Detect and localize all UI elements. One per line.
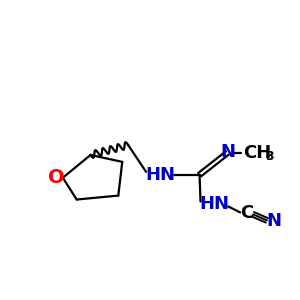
Text: CH: CH bbox=[243, 144, 271, 162]
Text: N: N bbox=[266, 212, 281, 230]
Text: N: N bbox=[221, 143, 236, 161]
Text: 3: 3 bbox=[266, 150, 274, 164]
Text: HN: HN bbox=[145, 166, 175, 184]
Text: O: O bbox=[48, 168, 64, 187]
Text: C: C bbox=[241, 204, 254, 222]
Text: HN: HN bbox=[200, 196, 230, 214]
